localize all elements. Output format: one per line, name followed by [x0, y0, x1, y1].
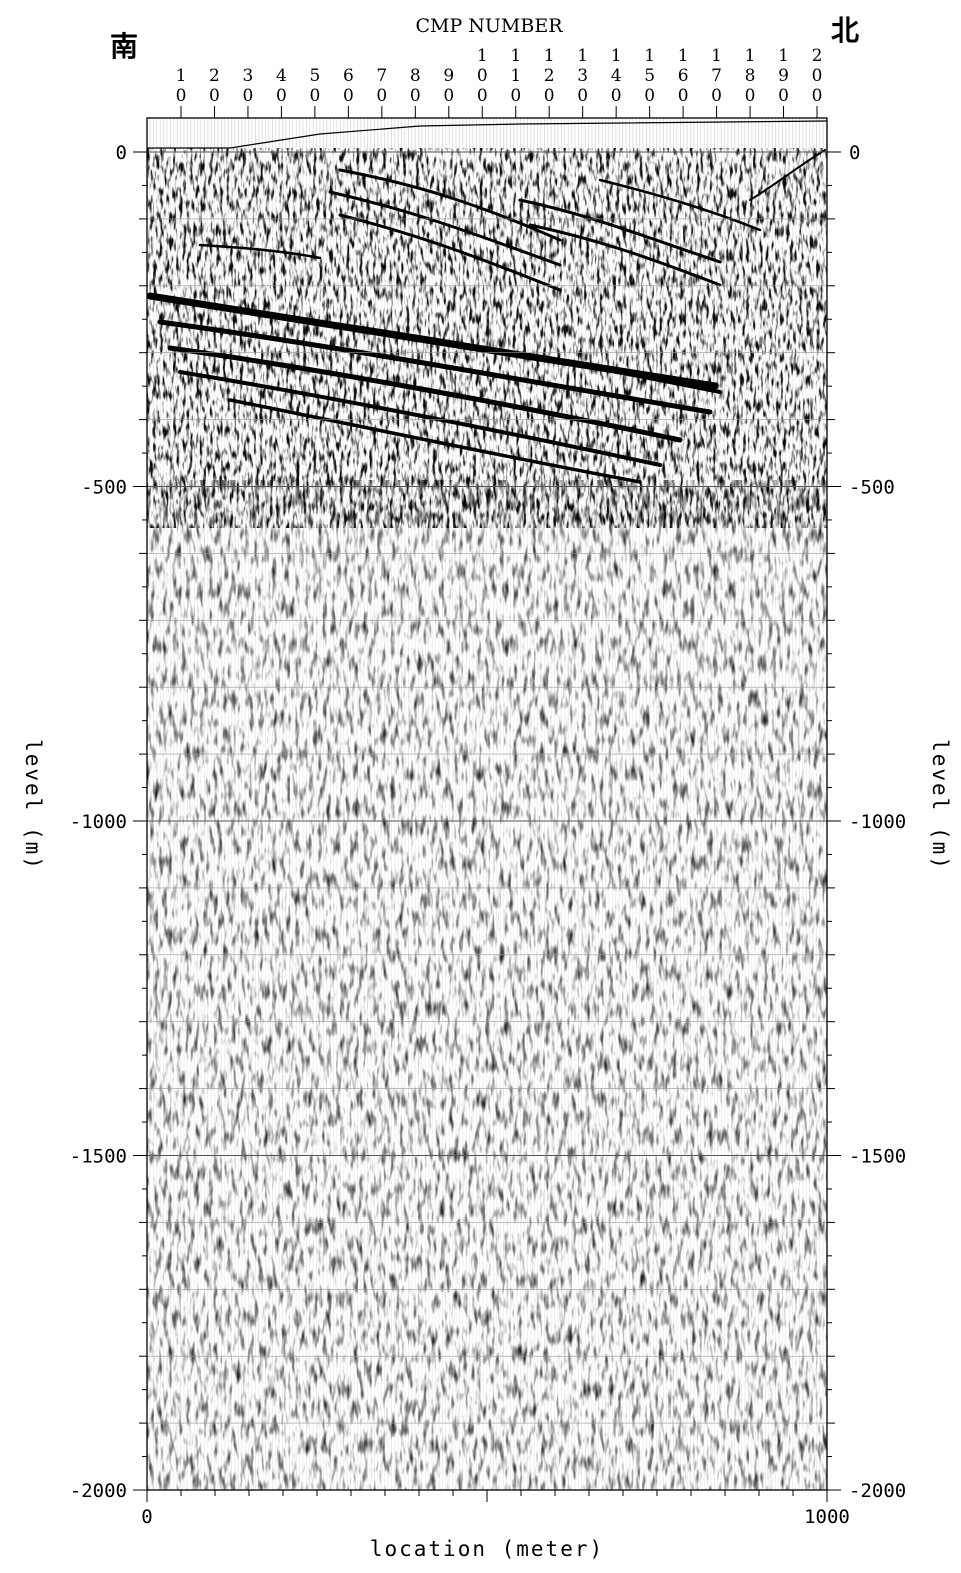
cmp-tick-label: 100: [477, 46, 488, 118]
cmp-tick-label: 30: [243, 66, 254, 118]
cmp-tick-label: 120: [544, 46, 555, 118]
cmp-tick-digit: 0: [778, 86, 789, 106]
cmp-tick-label: 180: [745, 46, 756, 118]
cmp-tick-digit: 0: [343, 86, 354, 106]
cmp-tick-digit: 1: [678, 46, 689, 66]
trace-texture: [147, 118, 827, 1490]
cmp-tick-digit: 0: [477, 86, 488, 106]
cmp-tick-digit: 6: [343, 66, 354, 86]
cmp-tick-label: 160: [678, 46, 689, 118]
cmp-tick-digit: 7: [376, 66, 387, 86]
cmp-tick-digit: 6: [678, 66, 689, 86]
cmp-tick-digit: 0: [812, 66, 823, 86]
cmp-tick-digit: 1: [711, 46, 722, 66]
cmp-tick-digit: 1: [577, 46, 588, 66]
cmp-tick-digit: 0: [309, 86, 320, 106]
cmp-tick-digit: 0: [577, 86, 588, 106]
cmp-tick-label: 60: [343, 66, 354, 118]
cmp-tick-digit: 0: [611, 86, 622, 106]
cmp-tick-label: 110: [510, 46, 521, 118]
cmp-tick-digit: 8: [410, 66, 421, 86]
y-tick-label: -1500: [849, 1146, 906, 1168]
y-axis-right: 0 -500 -1000 -1500 -2000: [827, 142, 906, 1502]
cmp-tick-digit: 1: [176, 66, 187, 86]
cmp-tick-digit: 0: [812, 86, 823, 106]
cmp-tick-digit: 1: [544, 46, 555, 66]
cmp-tick-label: 90: [443, 66, 454, 118]
y-tick-label: -1000: [70, 811, 127, 833]
cmp-tick-digit: 2: [812, 46, 823, 66]
x-tick-label: 1000: [804, 1506, 850, 1528]
cmp-tick-label: 50: [309, 66, 320, 118]
cmp-tick-digit: 4: [276, 66, 287, 86]
cmp-tick-digit: 0: [544, 86, 555, 106]
cmp-tick-digit: 1: [510, 46, 521, 66]
cmp-tick-label: 150: [644, 46, 655, 118]
y-tick-label: -1000: [849, 811, 906, 833]
cmp-tick-digit: 3: [577, 66, 588, 86]
cmp-tick-label: 190: [778, 46, 789, 118]
cmp-tick-digit: 0: [711, 86, 722, 106]
y-tick-label: -1500: [70, 1146, 127, 1168]
cmp-tick-digit: 5: [309, 66, 320, 86]
cmp-tick-digit: 1: [745, 46, 756, 66]
y-tick-label: 0: [849, 142, 860, 164]
cmp-tick-digit: 0: [276, 86, 287, 106]
cmp-tick-label: 140: [611, 46, 622, 118]
cmp-tick-digit: 1: [644, 46, 655, 66]
y-tick-label: -2000: [849, 1480, 906, 1502]
x-axis: 0 1000: [141, 1490, 850, 1528]
strong-reflectors: [147, 149, 826, 484]
cmp-tick-digit: 9: [778, 66, 789, 86]
cmp-tick-digit: 4: [611, 66, 622, 86]
cmp-tick-digit: 1: [778, 46, 789, 66]
y-axis-left: 0 -500 -1000 -1500 -2000: [70, 142, 147, 1502]
cmp-tick-label: 200: [812, 46, 823, 118]
cmp-tick-label: 40: [276, 66, 287, 118]
surface-topography-line: [147, 120, 827, 149]
cmp-tick-digit: 9: [443, 66, 454, 86]
cmp-tick-labels: 1020304050607080901001101201301401501601…: [176, 46, 823, 118]
cmp-tick-digit: 0: [644, 86, 655, 106]
y-tick-label: -500: [849, 477, 895, 499]
direction-label-north: 北: [831, 14, 859, 47]
y-tick-label: 0: [116, 142, 127, 164]
cmp-tick-digit: 2: [209, 66, 220, 86]
cmp-tick-label: 130: [577, 46, 588, 118]
y-axis-label-right: level (m): [928, 739, 952, 871]
cmp-tick-label: 10: [176, 66, 187, 118]
cmp-tick-digit: 3: [243, 66, 254, 86]
cmp-tick-label: 70: [376, 66, 387, 118]
cmp-tick-digit: 1: [477, 46, 488, 66]
y-tick-label: -2000: [70, 1480, 127, 1502]
plot-area: [147, 118, 827, 1490]
cmp-tick-digit: 0: [243, 86, 254, 106]
cmp-tick-digit: 0: [477, 66, 488, 86]
cmp-tick-digit: 0: [745, 86, 756, 106]
cmp-tick-digit: 0: [410, 86, 421, 106]
cmp-tick-digit: 1: [611, 46, 622, 66]
y-axis-label-left: level (m): [21, 739, 45, 871]
y-tick-label: -500: [81, 477, 127, 499]
grid-lines: [147, 151, 827, 1490]
x-tick-label: 0: [141, 1506, 152, 1528]
cmp-tick-label: 20: [209, 66, 220, 118]
x-axis-label: location (meter): [370, 1537, 604, 1561]
cmp-tick-digit: 0: [176, 86, 187, 106]
cmp-tick-digit: 8: [745, 66, 756, 86]
cmp-tick-digit: 0: [376, 86, 387, 106]
cmp-tick-digit: 2: [544, 66, 555, 86]
cmp-tick-digit: 0: [443, 86, 454, 106]
cmp-tick-label: 170: [711, 46, 722, 118]
cmp-tick-digit: 5: [644, 66, 655, 86]
cmp-tick-digit: 0: [209, 86, 220, 106]
cmp-tick-digit: 0: [510, 86, 521, 106]
chart-title: CMP NUMBER: [415, 15, 563, 37]
direction-label-south: 南: [110, 30, 138, 63]
cmp-tick-digit: 0: [678, 86, 689, 106]
cmp-tick-label: 80: [410, 66, 421, 118]
cmp-tick-digit: 1: [510, 66, 521, 86]
cmp-tick-digit: 7: [711, 66, 722, 86]
